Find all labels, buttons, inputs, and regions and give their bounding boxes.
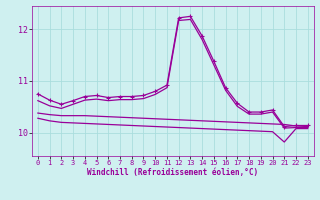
- X-axis label: Windchill (Refroidissement éolien,°C): Windchill (Refroidissement éolien,°C): [87, 168, 258, 177]
